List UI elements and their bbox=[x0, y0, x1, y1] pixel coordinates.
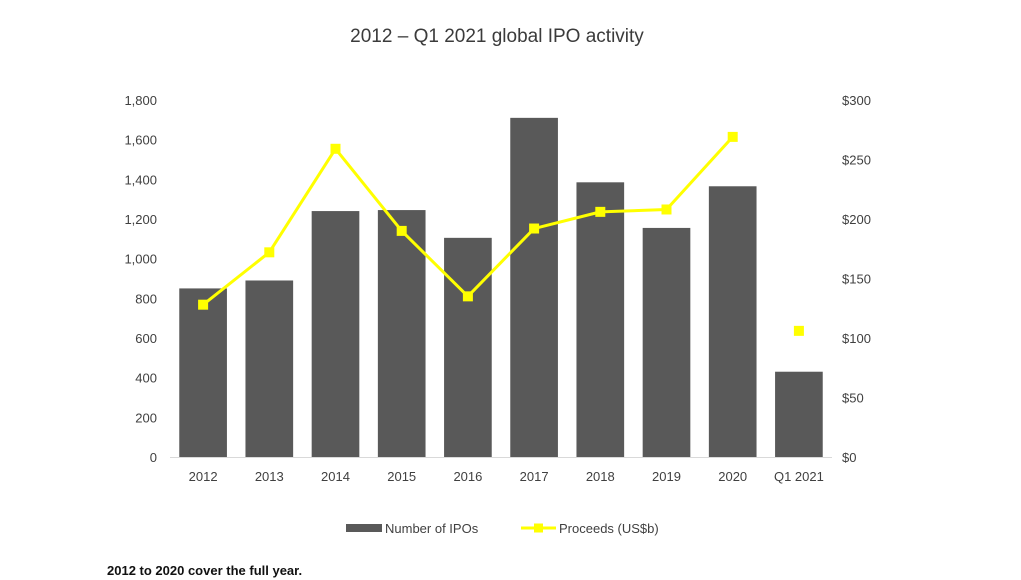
chart-title: 2012 – Q1 2021 global IPO activity bbox=[350, 26, 644, 47]
x-tick-label: 2020 bbox=[718, 469, 747, 484]
y-left-tick-label: 1,400 bbox=[124, 172, 157, 187]
ipo-chart: 2012 – Q1 2021 global IPO activity 0 200 40… bbox=[124, 26, 871, 536]
proceeds-marker bbox=[462, 291, 473, 302]
x-tick-label: Q1 2021 bbox=[774, 469, 824, 484]
proceeds-marker bbox=[396, 225, 407, 236]
legend-swatch-bars bbox=[346, 524, 382, 532]
y-left-tick-label: 400 bbox=[135, 371, 157, 386]
proceeds-marker bbox=[198, 299, 209, 310]
legend-label-bars: Number of IPOs bbox=[385, 521, 479, 536]
x-tick-label: 2015 bbox=[387, 469, 416, 484]
bar bbox=[377, 210, 426, 457]
bar bbox=[708, 186, 757, 457]
bar bbox=[510, 117, 558, 457]
y-left-tick-label: 1,200 bbox=[124, 212, 157, 227]
y-left-tick-label: 1,800 bbox=[124, 93, 157, 108]
proceeds-marker bbox=[793, 325, 804, 336]
y-right-tick-label: $0 bbox=[842, 450, 856, 465]
proceeds-marker bbox=[727, 131, 738, 142]
y-right-tick-label: $50 bbox=[842, 391, 864, 406]
footnote: 2012 to 2020 cover the full year. bbox=[107, 563, 303, 578]
proceeds-marker bbox=[661, 204, 672, 215]
bar bbox=[576, 182, 625, 457]
x-tick-label: 2019 bbox=[652, 469, 681, 484]
y-left-tick-label: 0 bbox=[150, 450, 157, 465]
y-left-tick-label: 1,000 bbox=[124, 252, 157, 267]
y-right-tick-label: $100 bbox=[842, 331, 871, 346]
proceeds-marker bbox=[330, 143, 341, 154]
x-tick-label: 2014 bbox=[321, 469, 350, 484]
y-right-tick-label: $300 bbox=[842, 93, 871, 108]
y-left-tick-label: 800 bbox=[135, 291, 157, 306]
bar bbox=[642, 227, 691, 457]
bar bbox=[311, 211, 360, 457]
proceeds-marker bbox=[529, 223, 540, 234]
x-tick-label: 2012 bbox=[189, 469, 218, 484]
x-tick-label: 2018 bbox=[586, 469, 615, 484]
proceeds-marker bbox=[595, 206, 606, 217]
y-left-tick-label: 600 bbox=[135, 331, 157, 346]
bar bbox=[775, 371, 823, 457]
proceeds-marker bbox=[264, 247, 275, 258]
legend-swatch-marker bbox=[534, 523, 543, 533]
x-tick-label: 2016 bbox=[453, 469, 482, 484]
y-left-tick-label: 200 bbox=[135, 410, 157, 425]
y-left-tick-label: 1,600 bbox=[124, 133, 157, 148]
x-tick-label: 2013 bbox=[255, 469, 284, 484]
y-right-tick-label: $250 bbox=[842, 153, 871, 168]
bar bbox=[444, 237, 492, 457]
y-right-tick-label: $200 bbox=[842, 212, 871, 227]
bar bbox=[245, 280, 294, 457]
y-right-tick-label: $150 bbox=[842, 272, 871, 287]
x-tick-label: 2017 bbox=[520, 469, 549, 484]
legend-label-line: Proceeds (US$b) bbox=[559, 521, 659, 536]
bar bbox=[179, 288, 227, 457]
